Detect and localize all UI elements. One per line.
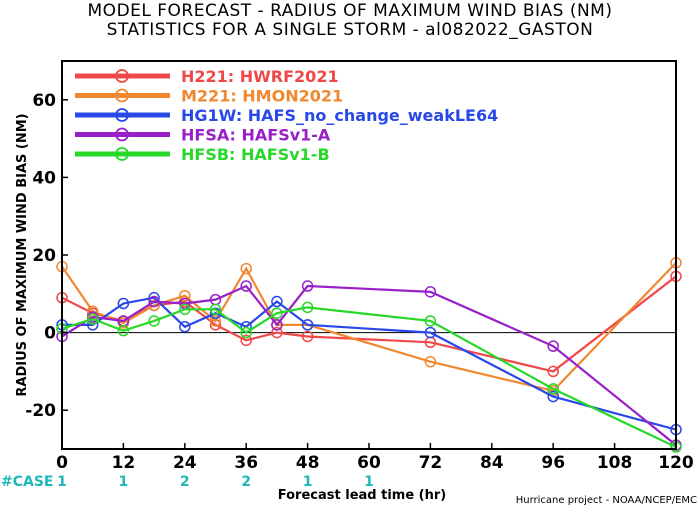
series-5-point (547, 383, 559, 395)
chart-subtitle: STATISTICS FOR A SINGLE STORM - al082022… (106, 20, 594, 40)
series-3-point (547, 390, 559, 403)
series-5-point (301, 301, 314, 314)
y-tick-label: 20 (32, 246, 56, 266)
legend-label: HG1W: HAFS_no_change_weakLE64 (181, 106, 498, 125)
y-tick-label: 40 (32, 168, 56, 188)
series-5-point (117, 324, 130, 337)
case-label: #CASE (1, 474, 54, 490)
x-axis-label: Forecast lead time (hr) (278, 488, 446, 503)
series-3-point (179, 321, 191, 333)
legend-label: HFSB: HAFSv1-B (181, 145, 330, 164)
legend-swatch-marker (115, 69, 129, 83)
series-4-point (148, 295, 160, 308)
series-2-point (424, 355, 437, 368)
chart-title: MODEL FORECAST - RADIUS OF MAXIMUM WIND … (87, 1, 613, 21)
x-tick-label: 48 (296, 453, 320, 473)
case-count: 1 (119, 474, 129, 490)
legend-label: HFSA: HAFSv1-A (181, 126, 331, 145)
series-5-point (179, 303, 191, 316)
case-count: 2 (241, 474, 251, 490)
legend-swatch-marker (115, 108, 129, 122)
case-count: 1 (303, 474, 313, 490)
x-tick-label: 0 (56, 453, 68, 473)
case-count: 1 (57, 474, 67, 490)
x-tick-label: 120 (658, 453, 694, 473)
series-1-point (271, 326, 283, 339)
x-tick-label: 84 (480, 453, 504, 473)
legend-swatch-marker (115, 147, 129, 161)
series-1-point (240, 334, 252, 347)
series-line-3 (62, 296, 677, 431)
y-tick-label: -20 (25, 401, 56, 421)
series-4-point (240, 280, 252, 292)
credit-text: Hurricane project - NOAA/NCEP/EMC (516, 495, 697, 506)
legend-label: M221: HMON2021 (181, 87, 343, 106)
x-tick-label: 96 (541, 453, 565, 473)
series-4-point (271, 319, 283, 331)
series-5-point (240, 326, 252, 339)
series-5-point (271, 307, 283, 319)
x-tick-label: 108 (597, 453, 633, 473)
y-axis-label: RADIUS OF MAXIMUM WIND BIAS (NM) (15, 113, 30, 396)
x-tick-label: 72 (419, 453, 443, 473)
series-3-point (271, 295, 283, 308)
series-5-point (209, 303, 222, 316)
series-2-point (240, 262, 252, 275)
y-tick-label: 60 (32, 91, 56, 111)
legend-label: H221: HWRF2021 (181, 67, 339, 86)
x-tick-label: 12 (112, 453, 136, 473)
series-4-point (547, 340, 559, 352)
y-tick-label: 0 (44, 324, 56, 344)
x-tick-label: 24 (173, 453, 197, 473)
series-1-point (547, 365, 559, 378)
series-2-point (179, 289, 191, 302)
series-3-point (424, 326, 437, 339)
series-1-point (301, 330, 314, 343)
x-tick-label: 60 (357, 453, 381, 473)
series-2-point (209, 315, 222, 327)
case-count: 2 (180, 474, 190, 490)
series-4-point (424, 286, 437, 298)
legend-swatch-marker (115, 127, 129, 142)
series-line-1 (61, 275, 677, 373)
series-4-point (301, 280, 314, 292)
x-tick-label: 36 (234, 453, 258, 473)
series-5-point (86, 313, 99, 325)
legend-swatch-marker (115, 88, 129, 103)
series-5-point (148, 315, 160, 327)
case-count: 1 (364, 474, 374, 490)
series-5-point (424, 315, 437, 327)
series-3-point (117, 297, 130, 310)
series-3-point (301, 319, 314, 331)
